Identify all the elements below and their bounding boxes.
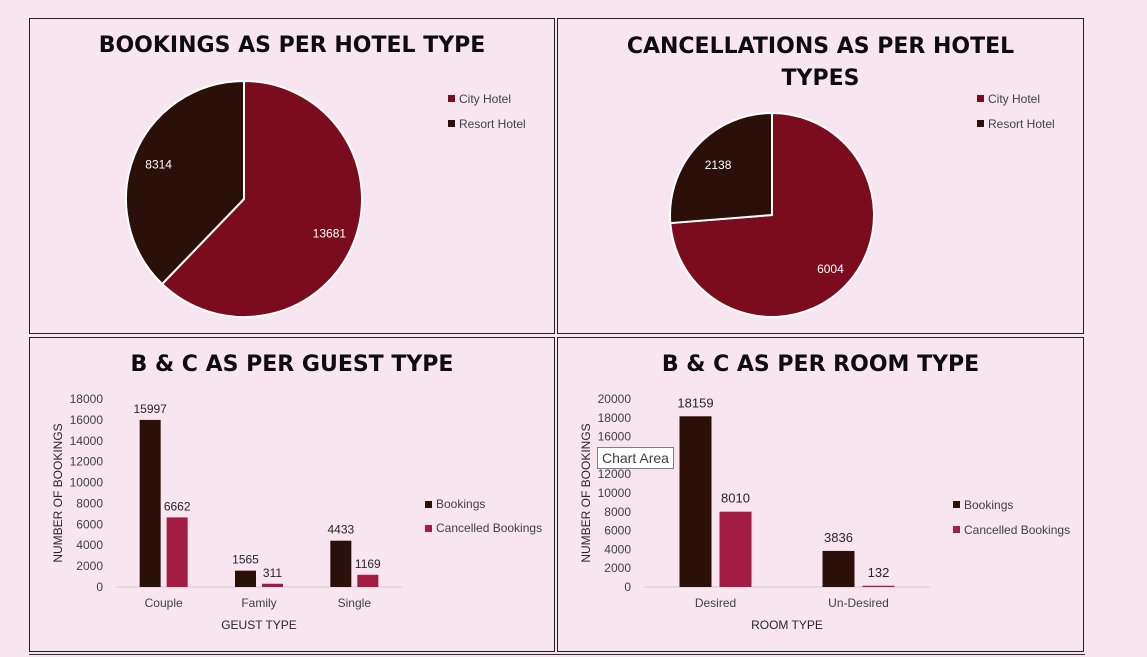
bar-bookings-couple[interactable] bbox=[139, 419, 161, 587]
bar-cancelled-un-desired[interactable] bbox=[862, 585, 895, 587]
bar-bookings-desired[interactable] bbox=[679, 416, 712, 587]
y-tick-label: 0 bbox=[624, 580, 631, 594]
x-tick-label: Couple bbox=[145, 596, 183, 610]
bar-cancelled-desired[interactable] bbox=[719, 511, 752, 587]
data-label: 15997 bbox=[133, 402, 167, 416]
legend-swatch bbox=[977, 95, 984, 102]
data-label: 1169 bbox=[355, 557, 381, 571]
legend-swatch bbox=[977, 120, 984, 127]
data-label: 4433 bbox=[327, 523, 354, 537]
legend-swatch bbox=[425, 500, 432, 508]
x-tick-label: Un-Desired bbox=[828, 596, 889, 610]
y-tick-label: 0 bbox=[96, 580, 103, 594]
bookings-hotel-chart[interactable]: BOOKINGS AS PER HOTEL TYPE 13681 8314 Cit… bbox=[29, 18, 555, 334]
cancellations-hotel-chart[interactable]: CANCELLATIONS AS PER HOTEL TYPES 6004 213… bbox=[557, 18, 1084, 334]
bar-bookings-un-desired[interactable] bbox=[822, 550, 855, 587]
y-tick-label: 6000 bbox=[604, 524, 631, 538]
data-label: 18159 bbox=[677, 395, 713, 410]
legend-item-cancelled: Cancelled Bookings bbox=[425, 516, 542, 540]
room-type-chart[interactable]: B & C AS PER ROOM TYPE 0 2000 4000 6000 8000… bbox=[557, 337, 1084, 652]
legend: City Hotel Resort Hotel bbox=[448, 86, 526, 136]
chart-title-line: TYPES bbox=[781, 66, 860, 91]
y-tick-label: 10000 bbox=[598, 486, 632, 500]
legend-swatch bbox=[448, 95, 455, 102]
x-axis-title: GEUST TYPE bbox=[221, 618, 297, 632]
pie-slice-resort-hotel[interactable] bbox=[669, 111, 773, 225]
data-label: 3836 bbox=[824, 530, 853, 545]
x-axis-title: ROOM TYPE bbox=[751, 618, 823, 632]
y-tick-label: 10000 bbox=[70, 476, 104, 490]
legend-swatch bbox=[953, 501, 960, 508]
pie-chart[interactable]: 6004 2138 bbox=[558, 19, 1085, 335]
y-tick-label: 6000 bbox=[76, 517, 103, 531]
legend-item-resort: Resort Hotel bbox=[977, 111, 1055, 136]
bar-cancelled-single[interactable] bbox=[357, 574, 379, 587]
y-axis-title: NUMBER OF BOOKINGS bbox=[579, 423, 593, 562]
y-tick-label: 20000 bbox=[598, 392, 632, 406]
data-label: 2138 bbox=[705, 158, 732, 172]
data-label: 13681 bbox=[313, 226, 347, 240]
data-label: 6662 bbox=[164, 499, 191, 513]
legend-item-city: City Hotel bbox=[977, 86, 1055, 111]
y-tick-label: 4000 bbox=[604, 542, 631, 556]
legend-item-cancelled: Cancelled Bookings bbox=[953, 517, 1070, 542]
pie-slice-city-hotel[interactable] bbox=[160, 79, 363, 318]
chart-title: B & C AS PER GUEST TYPE bbox=[130, 352, 454, 377]
pie-slice-resort-hotel[interactable] bbox=[125, 79, 245, 286]
guest-type-chart[interactable]: B & C AS PER GUEST TYPE 0 2000 4000 6000 800… bbox=[29, 337, 555, 652]
legend-swatch bbox=[448, 120, 455, 127]
y-tick-label: 8000 bbox=[76, 496, 103, 510]
legend-item-bookings: Bookings bbox=[425, 492, 542, 516]
legend-item-city: City Hotel bbox=[448, 86, 526, 111]
bar-cancelled-family[interactable] bbox=[262, 583, 283, 587]
y-tick-label: 4000 bbox=[76, 538, 103, 552]
y-tick-label: 18000 bbox=[70, 392, 104, 406]
y-tick-label: 2000 bbox=[604, 561, 631, 575]
x-tick-label: Family bbox=[241, 596, 276, 610]
bar-chart[interactable]: 0200040006000800010000120001400016000180… bbox=[558, 338, 1085, 653]
bar-bookings-family[interactable] bbox=[235, 570, 256, 587]
x-tick-label: Desired bbox=[695, 596, 736, 610]
y-tick-label: 16000 bbox=[598, 430, 632, 444]
y-tick-label: 12000 bbox=[70, 455, 104, 469]
data-label: 6004 bbox=[817, 262, 844, 276]
chart-title: B & C AS PER ROOM TYPE bbox=[661, 352, 980, 377]
y-tick-label: 16000 bbox=[70, 413, 104, 427]
chart-title-line: CANCELLATIONS AS PER HOTEL bbox=[626, 34, 1015, 59]
y-tick-label: 8000 bbox=[604, 505, 631, 519]
legend: Bookings Cancelled Bookings bbox=[425, 492, 542, 540]
data-label: 8314 bbox=[145, 158, 172, 172]
legend-item-bookings: Bookings bbox=[953, 492, 1070, 517]
legend-item-resort: Resort Hotel bbox=[448, 111, 526, 136]
y-tick-label: 12000 bbox=[598, 467, 632, 481]
bar-cancelled-couple[interactable] bbox=[166, 517, 188, 587]
data-label: 1565 bbox=[232, 553, 259, 567]
y-axis-title: NUMBER OF BOOKINGS bbox=[51, 423, 65, 562]
y-tick-label: 14000 bbox=[70, 434, 104, 448]
legend: Bookings Cancelled Bookings bbox=[953, 492, 1070, 542]
y-tick-label: 18000 bbox=[598, 411, 632, 425]
data-label: 132 bbox=[868, 565, 890, 580]
data-label: 8010 bbox=[721, 491, 750, 506]
legend: City Hotel Resort Hotel bbox=[977, 86, 1055, 136]
chart-area-tooltip: Chart Area bbox=[597, 447, 674, 469]
x-tick-label: Single bbox=[338, 596, 372, 610]
bar-chart[interactable]: 0 2000 4000 6000 8000 10000 12000 14000 16000 180… bbox=[30, 338, 556, 653]
legend-swatch bbox=[953, 526, 960, 533]
pie-chart[interactable]: 13681 8314 bbox=[30, 19, 556, 335]
y-tick-label: 2000 bbox=[76, 559, 103, 573]
chart-title: BOOKINGS AS PER HOTEL TYPE bbox=[98, 33, 486, 58]
legend-swatch bbox=[425, 524, 432, 532]
chart-title: CANCELLATIONS AS PER HOTEL TYPES bbox=[558, 31, 1083, 95]
data-label: 311 bbox=[263, 566, 282, 580]
bar-bookings-single[interactable] bbox=[330, 540, 352, 587]
divider bbox=[29, 654, 1085, 655]
